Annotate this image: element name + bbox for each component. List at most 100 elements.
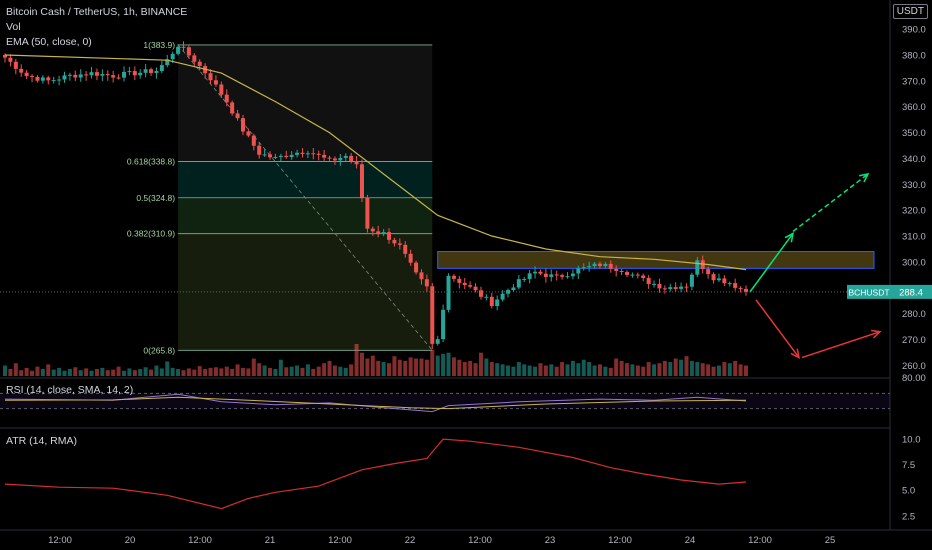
candle-body (176, 46, 181, 54)
rsi-label: RSI (14, close, SMA, 14, 2) (6, 384, 134, 396)
volume-bar (332, 365, 337, 376)
candle-body (430, 286, 435, 344)
fib-zone (178, 233, 433, 351)
volume-bar (176, 369, 181, 376)
volume-bar (614, 358, 619, 376)
volume-bar (159, 368, 164, 376)
candle-body (322, 154, 327, 158)
candle-body (549, 274, 554, 277)
price-tick-label: 350.0 (902, 128, 926, 139)
volume-bar (657, 363, 662, 376)
volume-bar (408, 357, 413, 376)
volume-bar (257, 363, 262, 376)
volume-bar (30, 370, 35, 376)
volume-bar (387, 363, 392, 376)
fib-level-label: 1(383.9) (143, 40, 175, 50)
volume-bar (203, 369, 208, 376)
volume-bar (662, 360, 667, 376)
volume-bar (581, 359, 586, 376)
price-tick-label: 300.0 (902, 257, 926, 268)
volume-bar (170, 367, 175, 376)
candle-body (268, 154, 273, 158)
volume-bar (240, 367, 245, 376)
candle-body (625, 272, 630, 275)
candle-body (149, 69, 154, 73)
volume-bar (311, 369, 316, 376)
candle-body (338, 157, 343, 161)
volume-bar (219, 368, 224, 376)
volume-bar (300, 367, 305, 376)
volume-bar (224, 366, 229, 376)
candle-body (159, 65, 164, 72)
volume-bar (451, 357, 456, 376)
volume-bar (727, 363, 732, 376)
candle-body (197, 61, 202, 66)
up-arrow-head (784, 232, 795, 243)
atr-tick-label: 7.5 (902, 460, 915, 471)
volume-bar (132, 370, 137, 376)
volume-bar (457, 359, 462, 376)
candle-body (554, 274, 559, 276)
volume-bar (343, 367, 348, 376)
candle-body (143, 69, 148, 73)
volume-bar (262, 365, 267, 376)
volume-bar (100, 367, 105, 376)
price-tick-label: 330.0 (902, 180, 926, 191)
volume-bar (592, 365, 597, 376)
volume-bar (641, 366, 646, 376)
price-tick-label: 260.0 (902, 361, 926, 372)
volume-bar (506, 365, 511, 376)
volume-bar (46, 364, 51, 376)
fib-zone (178, 197, 433, 234)
volume-bar (354, 344, 359, 376)
candle-body (219, 84, 224, 95)
candle-body (722, 278, 727, 284)
candle-body (78, 74, 83, 78)
candle-body (121, 71, 126, 78)
volume-bar (111, 369, 116, 376)
candle-body (230, 102, 235, 114)
candle-body (100, 74, 105, 76)
candle-body (332, 158, 337, 161)
volume-bar (554, 366, 559, 376)
candle-body (522, 278, 527, 280)
rsi-line (4, 393, 747, 413)
candle-body (581, 267, 586, 269)
time-tick-label: 12:00 (328, 535, 352, 546)
fib-trend-line (177, 44, 433, 351)
candle-body (295, 152, 300, 155)
fib-level-label: 0.618(338.8) (127, 157, 175, 167)
candle-body (727, 283, 732, 285)
volume-bar (744, 365, 748, 376)
candle-body (170, 53, 175, 60)
candle-body (127, 71, 132, 73)
volume-bar (19, 370, 24, 376)
unit-badge[interactable]: USDT (892, 4, 928, 19)
volume-bar (376, 360, 381, 376)
volume-bar (138, 369, 143, 376)
candle-body (105, 74, 110, 76)
candle-body (343, 155, 348, 158)
volume-bar (495, 363, 500, 376)
candle-body (397, 243, 402, 245)
volume-bar (468, 360, 473, 376)
volume-bar (533, 366, 538, 376)
symbol-tag-label: BCHUSDT (848, 287, 889, 297)
volume-bar (213, 367, 218, 376)
ema-line (4, 54, 747, 271)
candle-body (316, 153, 321, 155)
volume-bar (295, 365, 300, 376)
candle-body (700, 260, 705, 270)
volume-bar (116, 366, 121, 376)
volume-bar (522, 364, 527, 376)
volume-bar (414, 358, 419, 376)
time-tick-label: 25 (825, 535, 836, 546)
candle-body (570, 273, 575, 277)
time-tick-label: 22 (405, 535, 416, 546)
time-tick-label: 12:00 (748, 535, 772, 546)
candle-body (19, 68, 24, 73)
volume-bar (338, 366, 343, 376)
rsi-band (0, 393, 890, 409)
volume-bar (143, 367, 148, 376)
